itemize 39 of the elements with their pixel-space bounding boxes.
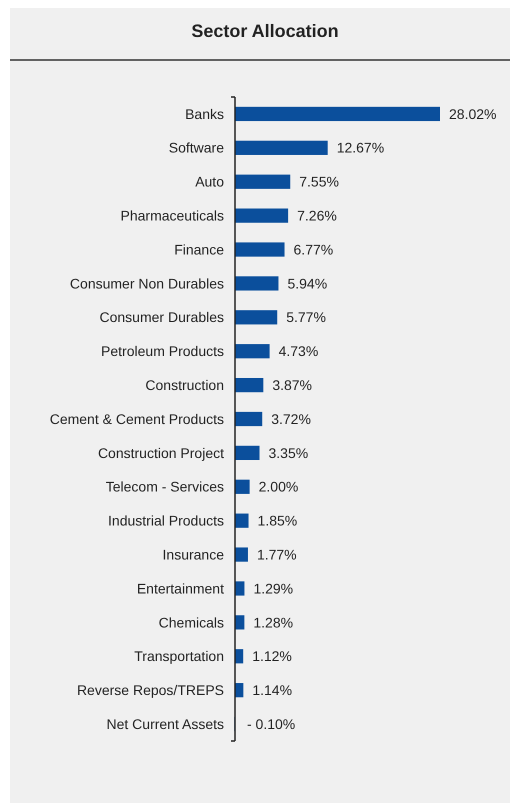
y-tick-label: Software xyxy=(168,140,224,156)
y-tick-label: Construction xyxy=(145,377,224,394)
y-tick-label: Insurance xyxy=(162,546,224,562)
data-label: 6.77% xyxy=(294,241,334,258)
y-tick-label: Entertainment xyxy=(136,580,224,596)
data-label: - 0.10% xyxy=(247,716,296,732)
y-tick-label: Net Current Assets xyxy=(106,716,224,732)
data-label: 1.29% xyxy=(253,580,294,596)
y-tick-label: Auto xyxy=(195,174,224,190)
data-label: 3.72% xyxy=(271,410,311,427)
data-label: 5.94% xyxy=(287,275,328,292)
data-label: 7.55% xyxy=(299,174,339,190)
y-tick-label: Pharmaceuticals xyxy=(120,208,224,224)
data-label: 3.87% xyxy=(272,377,312,394)
y-tick-label: Reverse Repos/TREPS xyxy=(76,682,224,698)
y-tick-label: Finance xyxy=(174,241,224,258)
data-label: 12.67% xyxy=(336,140,384,156)
data-label: 1.85% xyxy=(258,512,298,529)
data-label: 7.26% xyxy=(297,208,337,224)
y-tick-label: Petroleum Products xyxy=(101,343,224,360)
y-tick-label: Consumer Durables xyxy=(100,309,224,326)
data-label: 1.77% xyxy=(256,546,297,562)
data-label: 28.02% xyxy=(449,106,496,122)
y-tick-label: Construction Project xyxy=(98,444,224,461)
chart-title: Sector Allocation xyxy=(191,21,339,41)
y-tick-label: Consumer Non Durables xyxy=(70,275,224,292)
data-label: 4.73% xyxy=(278,343,318,360)
data-label: 5.77% xyxy=(286,309,326,326)
data-label: 1.14% xyxy=(252,682,292,698)
data-label: 2.00% xyxy=(258,478,298,495)
data-label: 3.35% xyxy=(268,444,308,461)
y-tick-label: Banks xyxy=(185,106,224,122)
data-label: 1.28% xyxy=(253,614,294,630)
y-tick-label: Telecom - Services xyxy=(106,478,224,495)
data-label: 1.12% xyxy=(252,648,292,664)
y-tick-label: Chemicals xyxy=(158,614,224,630)
y-tick-label: Cement & Cement Products xyxy=(50,410,224,427)
y-tick-label: Industrial Products xyxy=(108,512,224,529)
y-tick-label: Transportation xyxy=(134,648,224,664)
